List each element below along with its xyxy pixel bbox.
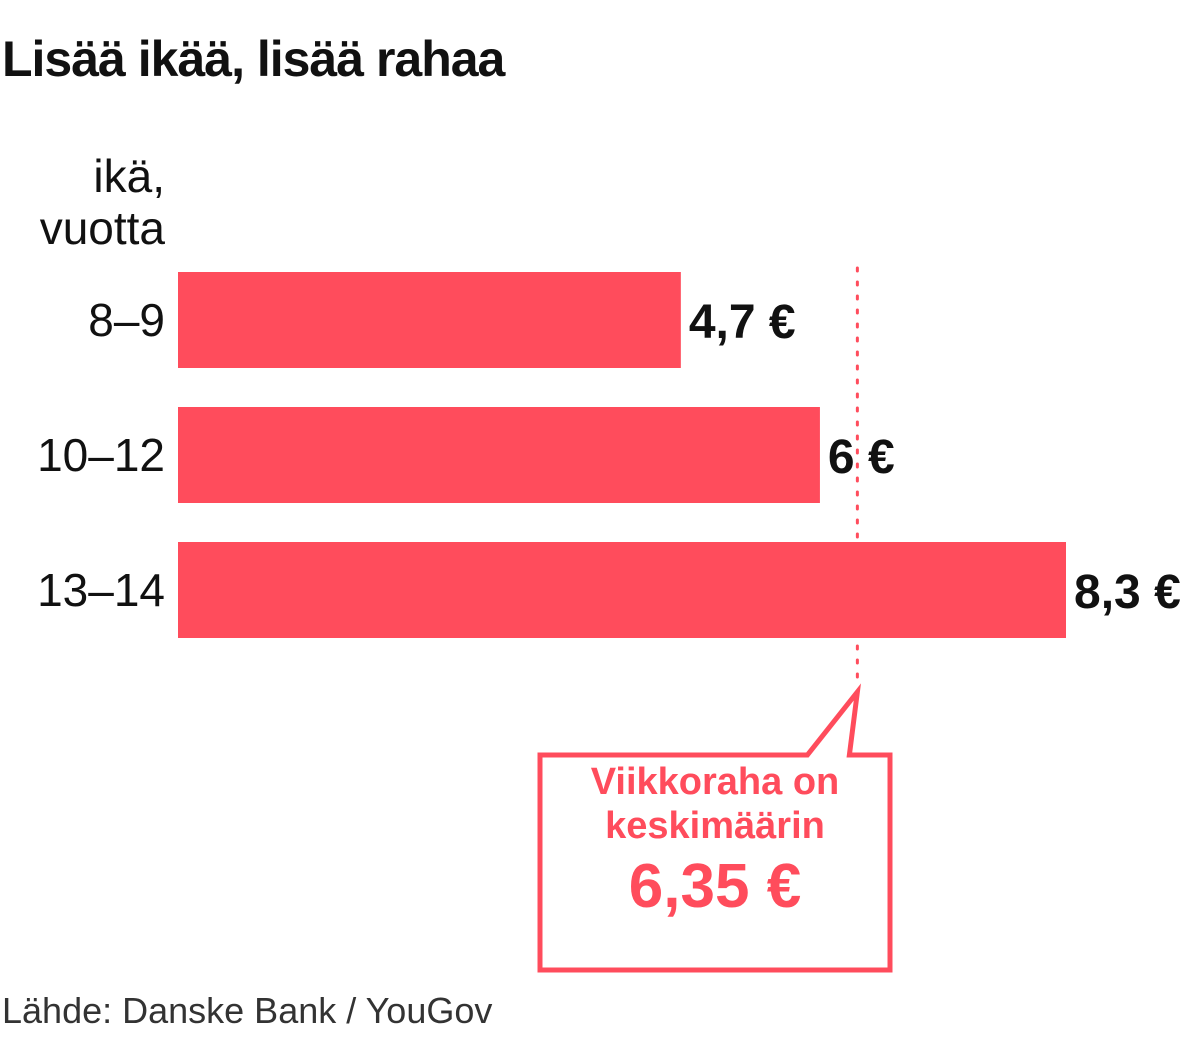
value-label: 6 €: [828, 431, 895, 484]
y-axis-label-line2: vuotta: [39, 202, 165, 254]
value-label: 4,7 €: [689, 296, 796, 349]
bar-13–14: [178, 542, 1066, 638]
callout-text-line1: Viikkoraha on: [590, 761, 840, 803]
source-note: Lähde: Danske Bank / YouGov: [2, 990, 493, 1031]
category-label: 13–14: [37, 564, 165, 616]
y-axis-label-line1: ikä,: [93, 150, 165, 202]
bar-10–12: [178, 407, 820, 503]
category-label: 10–12: [37, 429, 165, 481]
category-label: 8–9: [88, 294, 165, 346]
chart-title: Lisää ikää, lisää rahaa: [2, 31, 505, 87]
bar-8–9: [178, 272, 681, 368]
average-callout: Viikkoraha on keskimäärin 6,35 €: [545, 760, 885, 926]
value-label: 8,3 €: [1074, 566, 1181, 619]
callout-average-value: 6,35 €: [628, 852, 802, 921]
y-axis-label: ikä, vuotta: [40, 150, 165, 254]
callout-text-line2: keskimäärin: [605, 805, 825, 847]
callout-bubble: [537, 683, 893, 973]
